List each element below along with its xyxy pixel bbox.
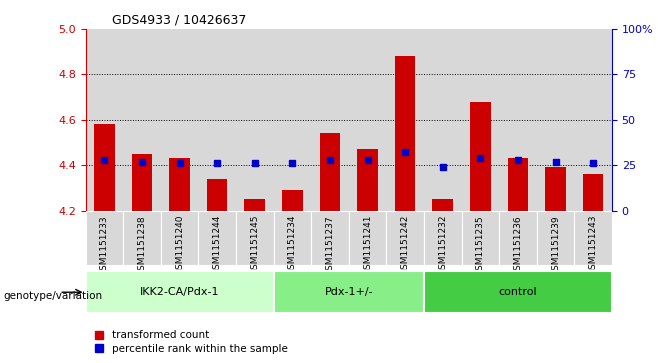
Bar bbox=[357, 149, 378, 211]
Text: GSM1151237: GSM1151237 bbox=[326, 215, 334, 276]
Text: GSM1151244: GSM1151244 bbox=[213, 215, 222, 275]
Bar bbox=[424, 271, 612, 313]
Legend: transformed count, percentile rank within the sample: transformed count, percentile rank withi… bbox=[91, 326, 291, 358]
Text: GSM1151236: GSM1151236 bbox=[513, 215, 522, 276]
Bar bbox=[537, 29, 574, 211]
Bar bbox=[198, 211, 236, 265]
Bar bbox=[386, 211, 424, 265]
Bar bbox=[470, 102, 491, 211]
Text: GSM1151242: GSM1151242 bbox=[401, 215, 410, 275]
Bar bbox=[395, 56, 415, 211]
Bar bbox=[236, 211, 274, 265]
Text: GSM1151240: GSM1151240 bbox=[175, 215, 184, 276]
Bar bbox=[161, 29, 198, 211]
Text: genotype/variation: genotype/variation bbox=[3, 291, 103, 301]
Text: IKK2-CA/Pdx-1: IKK2-CA/Pdx-1 bbox=[139, 287, 219, 297]
Text: GSM1151238: GSM1151238 bbox=[138, 215, 147, 276]
Bar bbox=[507, 158, 528, 211]
Bar bbox=[161, 211, 198, 265]
Bar bbox=[282, 190, 303, 211]
Bar bbox=[583, 174, 603, 211]
Bar bbox=[274, 271, 424, 313]
Bar bbox=[545, 167, 566, 211]
Bar bbox=[311, 29, 349, 211]
Bar bbox=[574, 29, 612, 211]
Text: GSM1151243: GSM1151243 bbox=[589, 215, 597, 276]
Text: Pdx-1+/-: Pdx-1+/- bbox=[324, 287, 373, 297]
Bar bbox=[537, 211, 574, 265]
Bar bbox=[432, 199, 453, 211]
Bar bbox=[499, 211, 537, 265]
Bar bbox=[461, 211, 499, 265]
Bar bbox=[132, 154, 152, 211]
Bar bbox=[311, 211, 349, 265]
Bar bbox=[86, 29, 123, 211]
Bar bbox=[499, 29, 537, 211]
Text: GDS4933 / 10426637: GDS4933 / 10426637 bbox=[112, 13, 246, 26]
Bar bbox=[320, 133, 340, 211]
Bar bbox=[123, 29, 161, 211]
Text: GSM1151232: GSM1151232 bbox=[438, 215, 447, 276]
Bar bbox=[274, 29, 311, 211]
Bar bbox=[169, 158, 190, 211]
Bar bbox=[424, 29, 461, 211]
Bar bbox=[94, 124, 114, 211]
Bar bbox=[86, 271, 274, 313]
Text: GSM1151245: GSM1151245 bbox=[250, 215, 259, 276]
Bar bbox=[349, 211, 386, 265]
Bar bbox=[244, 199, 265, 211]
Bar bbox=[461, 29, 499, 211]
Text: GSM1151239: GSM1151239 bbox=[551, 215, 560, 276]
Bar bbox=[574, 211, 612, 265]
Bar bbox=[274, 211, 311, 265]
Text: GSM1151241: GSM1151241 bbox=[363, 215, 372, 276]
Bar bbox=[386, 29, 424, 211]
Bar bbox=[349, 29, 386, 211]
Text: GSM1151234: GSM1151234 bbox=[288, 215, 297, 276]
Bar bbox=[207, 179, 228, 211]
Text: control: control bbox=[499, 287, 537, 297]
Text: GSM1151235: GSM1151235 bbox=[476, 215, 485, 276]
Bar bbox=[86, 211, 123, 265]
Bar bbox=[424, 211, 461, 265]
Bar bbox=[123, 211, 161, 265]
Bar bbox=[198, 29, 236, 211]
Text: GSM1151233: GSM1151233 bbox=[100, 215, 109, 276]
Bar bbox=[236, 29, 274, 211]
